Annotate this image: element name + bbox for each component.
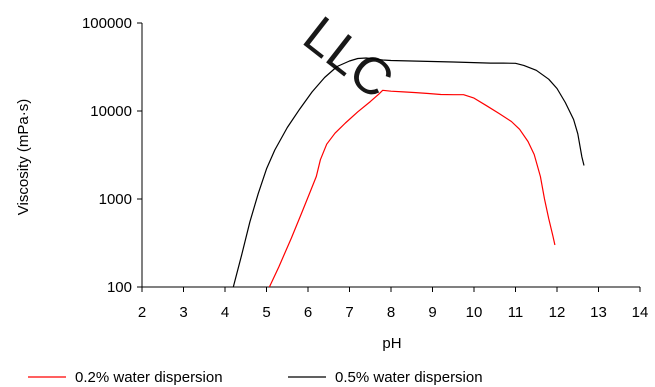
watermark-text: LLC [293, 6, 404, 110]
x-tick-label: 13 [590, 304, 607, 321]
x-tick-label: 10 [466, 304, 483, 321]
x-tick-label: 7 [345, 304, 353, 321]
x-tick-label: 4 [221, 304, 229, 321]
x-tick-label: 9 [428, 304, 436, 321]
x-tick-label: 6 [304, 304, 312, 321]
x-tick-label: 3 [179, 304, 187, 321]
y-tick-label: 1000 [99, 191, 132, 208]
x-tick-label: 8 [387, 304, 395, 321]
y-axis-ticks: 100 1000 10000 100000 [82, 15, 142, 296]
y-tick-label: 100000 [82, 15, 132, 32]
x-axis-title: pH [382, 335, 401, 352]
y-tick-label: 10000 [90, 103, 132, 120]
x-tick-label: 5 [262, 304, 270, 321]
x-axis-ticks: 2 3 4 5 6 7 8 9 10 11 12 13 14 [138, 287, 649, 321]
x-tick-label: 11 [508, 304, 524, 321]
x-tick-label: 14 [632, 304, 649, 321]
series-line-black-0-5-percent [232, 57, 585, 287]
y-tick-label: 100 [107, 279, 132, 296]
x-tick-label: 12 [549, 304, 566, 321]
x-tick-label: 2 [138, 304, 146, 321]
legend-label: 0.5% water dispersion [335, 369, 483, 386]
legend-label: 0.2% water dispersion [75, 369, 223, 386]
series-line-red-0-2-percent [268, 89, 556, 287]
legend: 0.2% water dispersion 0.5% water dispersi… [28, 369, 483, 386]
y-axis-title: Viscosity (mPa·s) [15, 99, 32, 215]
